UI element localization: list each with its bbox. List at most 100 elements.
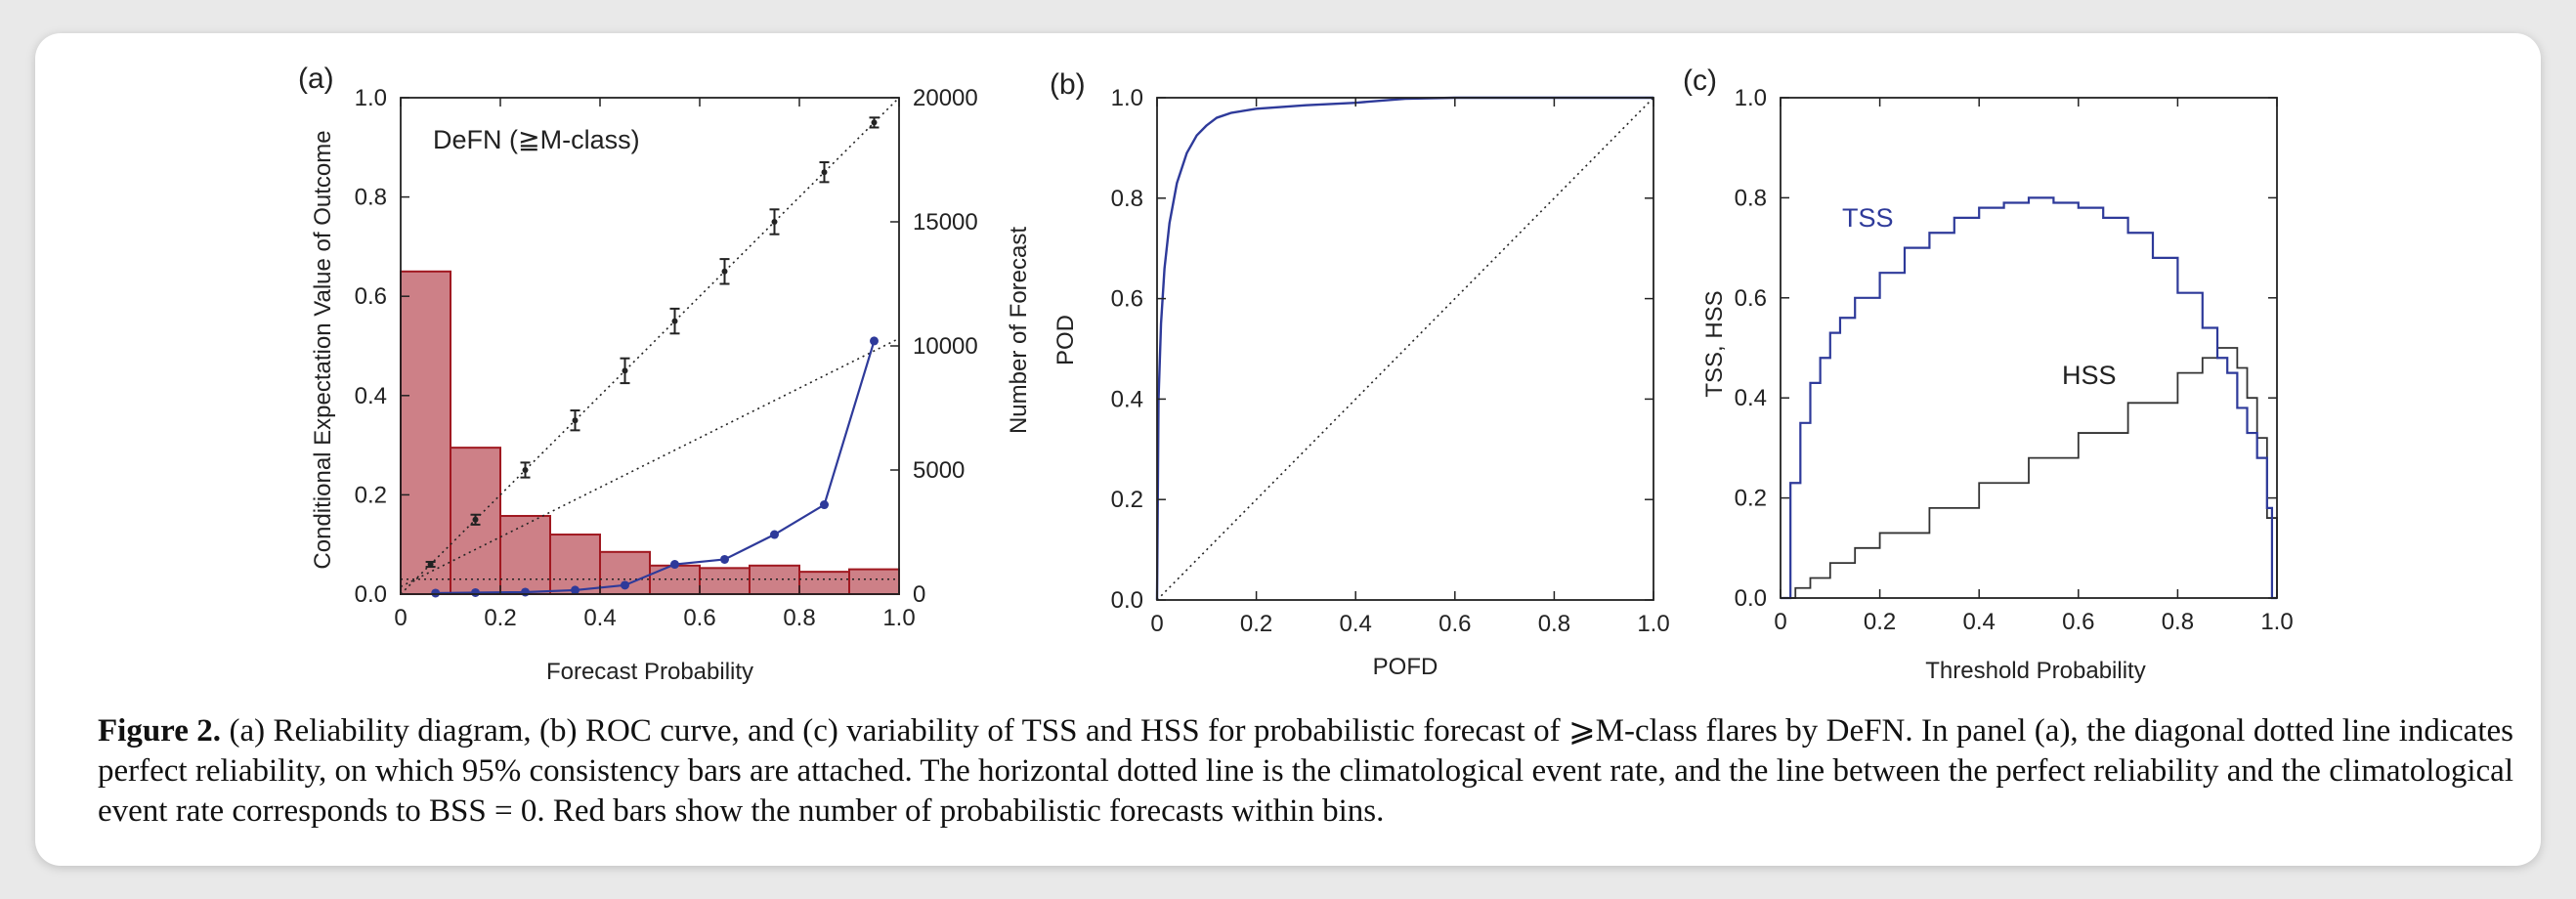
panel-c-xlabel: Threshold Probability xyxy=(1925,658,2145,684)
histogram-bar xyxy=(749,564,800,595)
panel-a-title: DeFN (≧M-class) xyxy=(433,125,640,154)
panel-a-lines xyxy=(400,97,900,598)
panel-c-ytick-label: 0.6 xyxy=(1735,285,1767,312)
random-classifier-line xyxy=(1156,97,1654,601)
panel-a-ylabel: Conditional Expectation Value of Outcome xyxy=(310,130,336,569)
panel-a-ytick-label: 0.6 xyxy=(355,283,387,310)
figure-panels: (a) DeFN (≧M-class) Forecast Probability… xyxy=(298,63,2294,685)
reliability-point xyxy=(721,268,728,275)
observed-frequency-point xyxy=(670,560,679,570)
reliability-point xyxy=(572,417,579,424)
panel-c-ytick-label: 0.4 xyxy=(1735,385,1767,411)
histogram-bar xyxy=(400,270,451,595)
panel-a-label: (a) xyxy=(298,63,334,95)
reliability-point xyxy=(622,367,628,374)
histogram-bar xyxy=(649,564,701,595)
panel-a-y2tick-label: 0 xyxy=(913,581,925,608)
panel-c-xtick-label: 0.2 xyxy=(1864,609,1896,635)
panel-c-xtick-label: 0.6 xyxy=(2062,609,2094,635)
panel-b-ytick-label: 0.2 xyxy=(1111,487,1143,513)
reliability-point xyxy=(671,318,678,324)
histogram-bar xyxy=(798,571,850,596)
panel-a-xtick-label: 0.2 xyxy=(484,605,516,631)
panel-b-xlabel: POFD xyxy=(1373,654,1438,680)
panel-c-ytick-label: 0.8 xyxy=(1735,185,1767,211)
panel-b-xtick-label: 0 xyxy=(1150,611,1163,637)
reliability-point xyxy=(771,219,778,225)
panel-c-label: (c) xyxy=(1683,64,1717,97)
observed-frequency-point xyxy=(870,336,879,346)
panel-c-lines xyxy=(1781,196,2278,600)
observed-frequency-point xyxy=(521,587,530,597)
histogram-bar xyxy=(699,567,751,596)
histogram-bar xyxy=(549,534,601,595)
panel-a-xtick-label: 0.8 xyxy=(783,605,815,631)
panel-a-xtick-label: 0 xyxy=(394,605,407,631)
panel-b-ylabel: POD xyxy=(1052,315,1079,365)
panel-b-frame xyxy=(1156,97,1654,601)
panel-a-ytick-label: 0.2 xyxy=(355,482,387,508)
panel-b-label: (b) xyxy=(1050,68,1086,101)
panel-a-ytick-label: 0.8 xyxy=(355,185,387,211)
panel-a-ytick-label: 0.4 xyxy=(355,383,387,409)
histogram-bar xyxy=(499,514,551,595)
panel-c-ytick-label: 0.2 xyxy=(1735,486,1767,512)
tss-step-line xyxy=(1781,196,2277,600)
panel-a-xlabel: Forecast Probability xyxy=(546,659,753,685)
panel-a-y2tick-label: 10000 xyxy=(913,333,978,360)
panel-a-y2label: Number of Forecast xyxy=(1006,227,1032,434)
panel-a-y2tick-label: 20000 xyxy=(913,85,978,111)
observed-frequency-point xyxy=(471,587,480,597)
panel-b-ytick-label: 0.6 xyxy=(1111,286,1143,313)
hss-series-label: HSS xyxy=(2062,361,2117,390)
panel-a-ytick-label: 0.0 xyxy=(355,581,387,608)
panel-a-ytick-label: 1.0 xyxy=(355,85,387,111)
panel-c-tss-hss: (c) Threshold Probability TSS, HSS TSS H… xyxy=(1683,64,2294,684)
bss-zero-line xyxy=(400,337,900,588)
panel-b-xtick-label: 0.6 xyxy=(1438,611,1471,637)
panel-b-xtick-label: 1.0 xyxy=(1637,611,1669,637)
panel-b-ytick-label: 0.4 xyxy=(1111,386,1143,412)
observed-frequency-point xyxy=(770,530,779,539)
tss-series-label: TSS xyxy=(1842,203,1894,233)
panel-b-roc-curve: (b) POFD POD 0 0.2 0.4 0.6 0.8 1.0 0.0 0.2 0.4 0.… xyxy=(1050,68,1670,680)
reliability-point xyxy=(522,467,529,473)
panel-c-frame xyxy=(1780,97,2278,599)
reliability-point xyxy=(821,169,828,176)
panel-c-xtick-label: 0.8 xyxy=(2162,609,2194,635)
caption-text: (a) Reliability diagram, (b) ROC curve, … xyxy=(98,713,2513,829)
panel-c-ylabel: TSS, HSS xyxy=(1701,290,1728,397)
panel-a-histogram xyxy=(400,270,900,596)
panel-b-xtick-label: 0.8 xyxy=(1538,611,1570,637)
reliability-point xyxy=(472,516,479,523)
observed-frequency-point xyxy=(621,580,629,590)
figure-caption: Figure 2. (a) Reliability diagram, (b) R… xyxy=(98,711,2513,832)
reliability-point xyxy=(871,119,878,126)
panel-a-y2tick-label: 5000 xyxy=(913,457,965,484)
panel-c-xtick-label: 0 xyxy=(1774,609,1786,635)
observed-frequency-point xyxy=(720,554,729,564)
panel-b-xtick-label: 0.2 xyxy=(1240,611,1272,637)
panel-b-ytick-label: 0.8 xyxy=(1111,186,1143,212)
panel-a-xtick-label: 0.6 xyxy=(683,605,715,631)
panel-a-ticks: 0 0.2 0.4 0.6 0.8 1.00.00.20.40.60.81.0050001… xyxy=(355,85,978,631)
panel-b-ytick-label: 0.0 xyxy=(1111,587,1143,614)
panel-b-ticks: 0 0.2 0.4 0.6 0.8 1.0 0.0 0.2 0.4 0.6 0.8 1.0 xyxy=(1111,85,1670,637)
caption-label: Figure 2. xyxy=(98,713,222,749)
panel-c-ytick-label: 0.0 xyxy=(1735,585,1767,612)
hss-step-line xyxy=(1781,347,2278,599)
panel-b-lines xyxy=(1155,96,1654,601)
panel-a-xtick-label: 1.0 xyxy=(882,605,915,631)
panel-b-xtick-label: 0.4 xyxy=(1340,611,1372,637)
panel-a-y2tick-label: 15000 xyxy=(913,209,978,235)
observed-frequency-point xyxy=(820,500,829,510)
panel-b-ytick-label: 1.0 xyxy=(1111,85,1143,111)
panel-a-xtick-label: 0.4 xyxy=(583,605,616,631)
panel-c-xtick-label: 1.0 xyxy=(2260,609,2293,635)
panel-c-ticks: 0 0.2 0.4 0.6 0.8 1.0 0.0 0.2 0.4 0.6 0.8 1.0 xyxy=(1735,85,2294,635)
histogram-bar xyxy=(848,568,900,595)
panel-a-reliability-diagram: (a) DeFN (≧M-class) Forecast Probability… xyxy=(298,63,1032,685)
panel-c-ytick-label: 1.0 xyxy=(1735,85,1767,111)
observed-frequency-point xyxy=(571,585,580,595)
panel-c-xtick-label: 0.4 xyxy=(1963,609,1996,635)
